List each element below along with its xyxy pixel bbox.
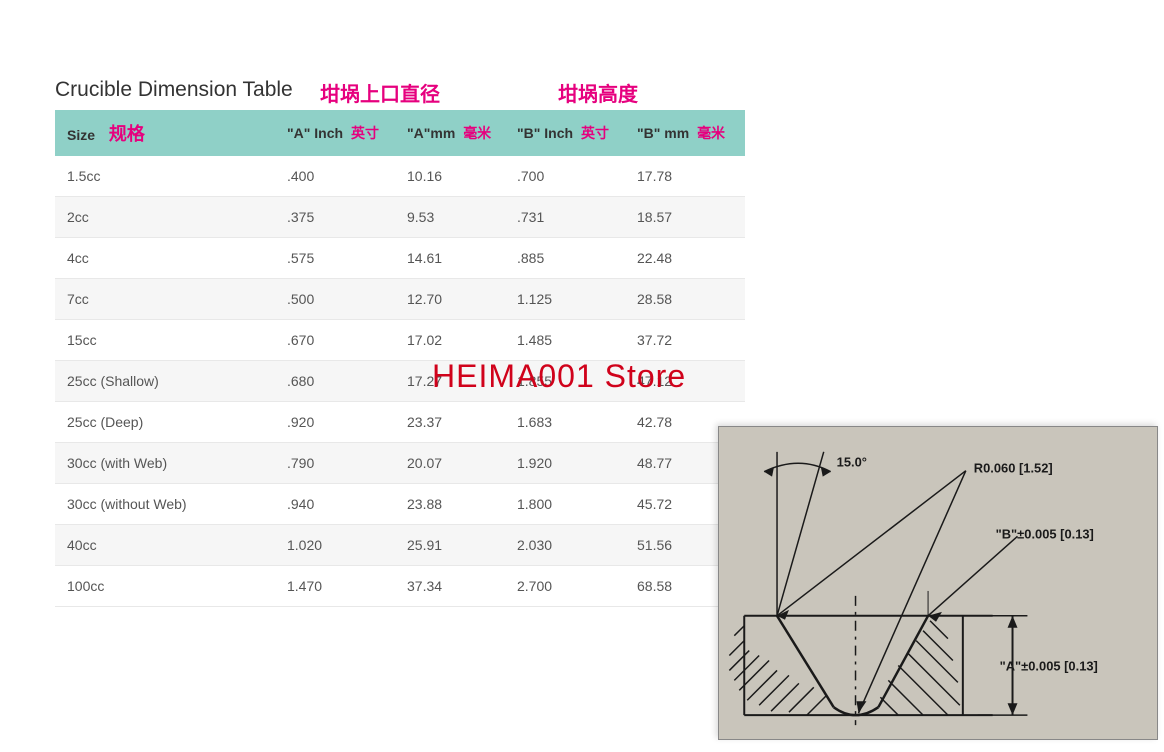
cell-a_mm: 10.16 — [395, 156, 505, 197]
annot-height: 坩埚高度 — [558, 78, 638, 107]
col-b-mm-label: "B" mm — [637, 125, 689, 141]
cell-b_mm: 22.48 — [625, 238, 745, 279]
cell-b_mm: 37.72 — [625, 320, 745, 361]
cell-size: 100cc — [55, 566, 275, 607]
col-a-mm-label: "A"mm — [407, 125, 455, 141]
cell-size: 25cc (Deep) — [55, 402, 275, 443]
table-row: 100cc1.47037.342.70068.58 — [55, 566, 745, 607]
cell-a_inch: .790 — [275, 443, 395, 484]
cell-b_inch: .731 — [505, 197, 625, 238]
cell-b_inch: 2.030 — [505, 525, 625, 566]
cell-b_inch: .700 — [505, 156, 625, 197]
cell-a_mm: 37.34 — [395, 566, 505, 607]
cell-a_mm: 25.91 — [395, 525, 505, 566]
cell-b_inch: 1.683 — [505, 402, 625, 443]
cell-a_mm: 23.88 — [395, 484, 505, 525]
cell-b_inch: 1.920 — [505, 443, 625, 484]
col-b-mm-sub: 毫米 — [697, 125, 725, 141]
col-size: Size 规格 — [55, 110, 275, 156]
cell-b_inch: 2.700 — [505, 566, 625, 607]
cell-b_mm: 28.58 — [625, 279, 745, 320]
cell-a_inch: 1.470 — [275, 566, 395, 607]
col-b-mm: "B" mm 毫米 — [625, 110, 745, 156]
annot-top-diameter: 坩埚上口直径 — [320, 78, 440, 107]
col-b-inch-label: "B" Inch — [517, 125, 573, 141]
cell-a_inch: .575 — [275, 238, 395, 279]
cell-a_mm: 12.70 — [395, 279, 505, 320]
cell-a_inch: .920 — [275, 402, 395, 443]
cell-b_inch: 1.800 — [505, 484, 625, 525]
cell-size: 25cc (Shallow) — [55, 361, 275, 402]
cell-size: 40cc — [55, 525, 275, 566]
table-row: 25cc (Deep).92023.371.68342.78 — [55, 402, 745, 443]
page-title: Crucible Dimension Table — [55, 78, 293, 102]
table-header-row: Size 规格 "A" Inch 英寸 "A"mm 毫米 "B" Inch 英寸… — [55, 110, 745, 156]
col-b-inch-sub: 英寸 — [581, 125, 609, 141]
cell-a_inch: .375 — [275, 197, 395, 238]
col-a-mm: "A"mm 毫米 — [395, 110, 505, 156]
cell-b_inch: 1.125 — [505, 279, 625, 320]
cell-a_inch: .940 — [275, 484, 395, 525]
watermark-text: HEIMA001 Store — [432, 358, 686, 395]
cell-size: 30cc (with Web) — [55, 443, 275, 484]
cell-a_mm: 14.61 — [395, 238, 505, 279]
col-size-label: Size — [67, 127, 95, 143]
table-row: 1.5cc.40010.16.70017.78 — [55, 156, 745, 197]
cell-a_inch: .680 — [275, 361, 395, 402]
diagram-radius-label: R0.060 [1.52] — [974, 461, 1053, 476]
cell-size: 7cc — [55, 279, 275, 320]
cell-a_mm: 23.37 — [395, 402, 505, 443]
schematic-diagram: 15.0° R0.060 [1.52] "B"±0.005 [0.13] "A"… — [718, 426, 1158, 740]
cell-a_mm: 9.53 — [395, 197, 505, 238]
cell-size: 2cc — [55, 197, 275, 238]
table-row: 7cc.50012.701.12528.58 — [55, 279, 745, 320]
cell-size: 1.5cc — [55, 156, 275, 197]
diagram-angle-label: 15.0° — [837, 455, 867, 470]
cell-size: 4cc — [55, 238, 275, 279]
cell-b_inch: 1.485 — [505, 320, 625, 361]
cell-size: 30cc (without Web) — [55, 484, 275, 525]
col-a-inch: "A" Inch 英寸 — [275, 110, 395, 156]
cell-a_inch: .500 — [275, 279, 395, 320]
cell-a_inch: 1.020 — [275, 525, 395, 566]
col-size-sub: 规格 — [109, 124, 145, 144]
col-a-mm-sub: 毫米 — [463, 125, 491, 141]
cell-b_inch: .885 — [505, 238, 625, 279]
table-row: 15cc.67017.021.48537.72 — [55, 320, 745, 361]
col-a-inch-label: "A" Inch — [287, 125, 343, 141]
cell-a_mm: 20.07 — [395, 443, 505, 484]
table-row: 30cc (with Web).79020.071.92048.77 — [55, 443, 745, 484]
col-b-inch: "B" Inch 英寸 — [505, 110, 625, 156]
cell-a_inch: .400 — [275, 156, 395, 197]
cell-b_mm: 18.57 — [625, 197, 745, 238]
table-row: 30cc (without Web).94023.881.80045.72 — [55, 484, 745, 525]
diagram-b-label: "B"±0.005 [0.13] — [996, 526, 1094, 541]
cell-size: 15cc — [55, 320, 275, 361]
diagram-a-label: "A"±0.005 [0.13] — [1000, 658, 1098, 673]
table-row: 40cc1.02025.912.03051.56 — [55, 525, 745, 566]
table-row: 4cc.57514.61.88522.48 — [55, 238, 745, 279]
table-row: 2cc.3759.53.73118.57 — [55, 197, 745, 238]
cell-a_inch: .670 — [275, 320, 395, 361]
col-a-inch-sub: 英寸 — [351, 125, 379, 141]
cell-a_mm: 17.02 — [395, 320, 505, 361]
cell-b_mm: 17.78 — [625, 156, 745, 197]
